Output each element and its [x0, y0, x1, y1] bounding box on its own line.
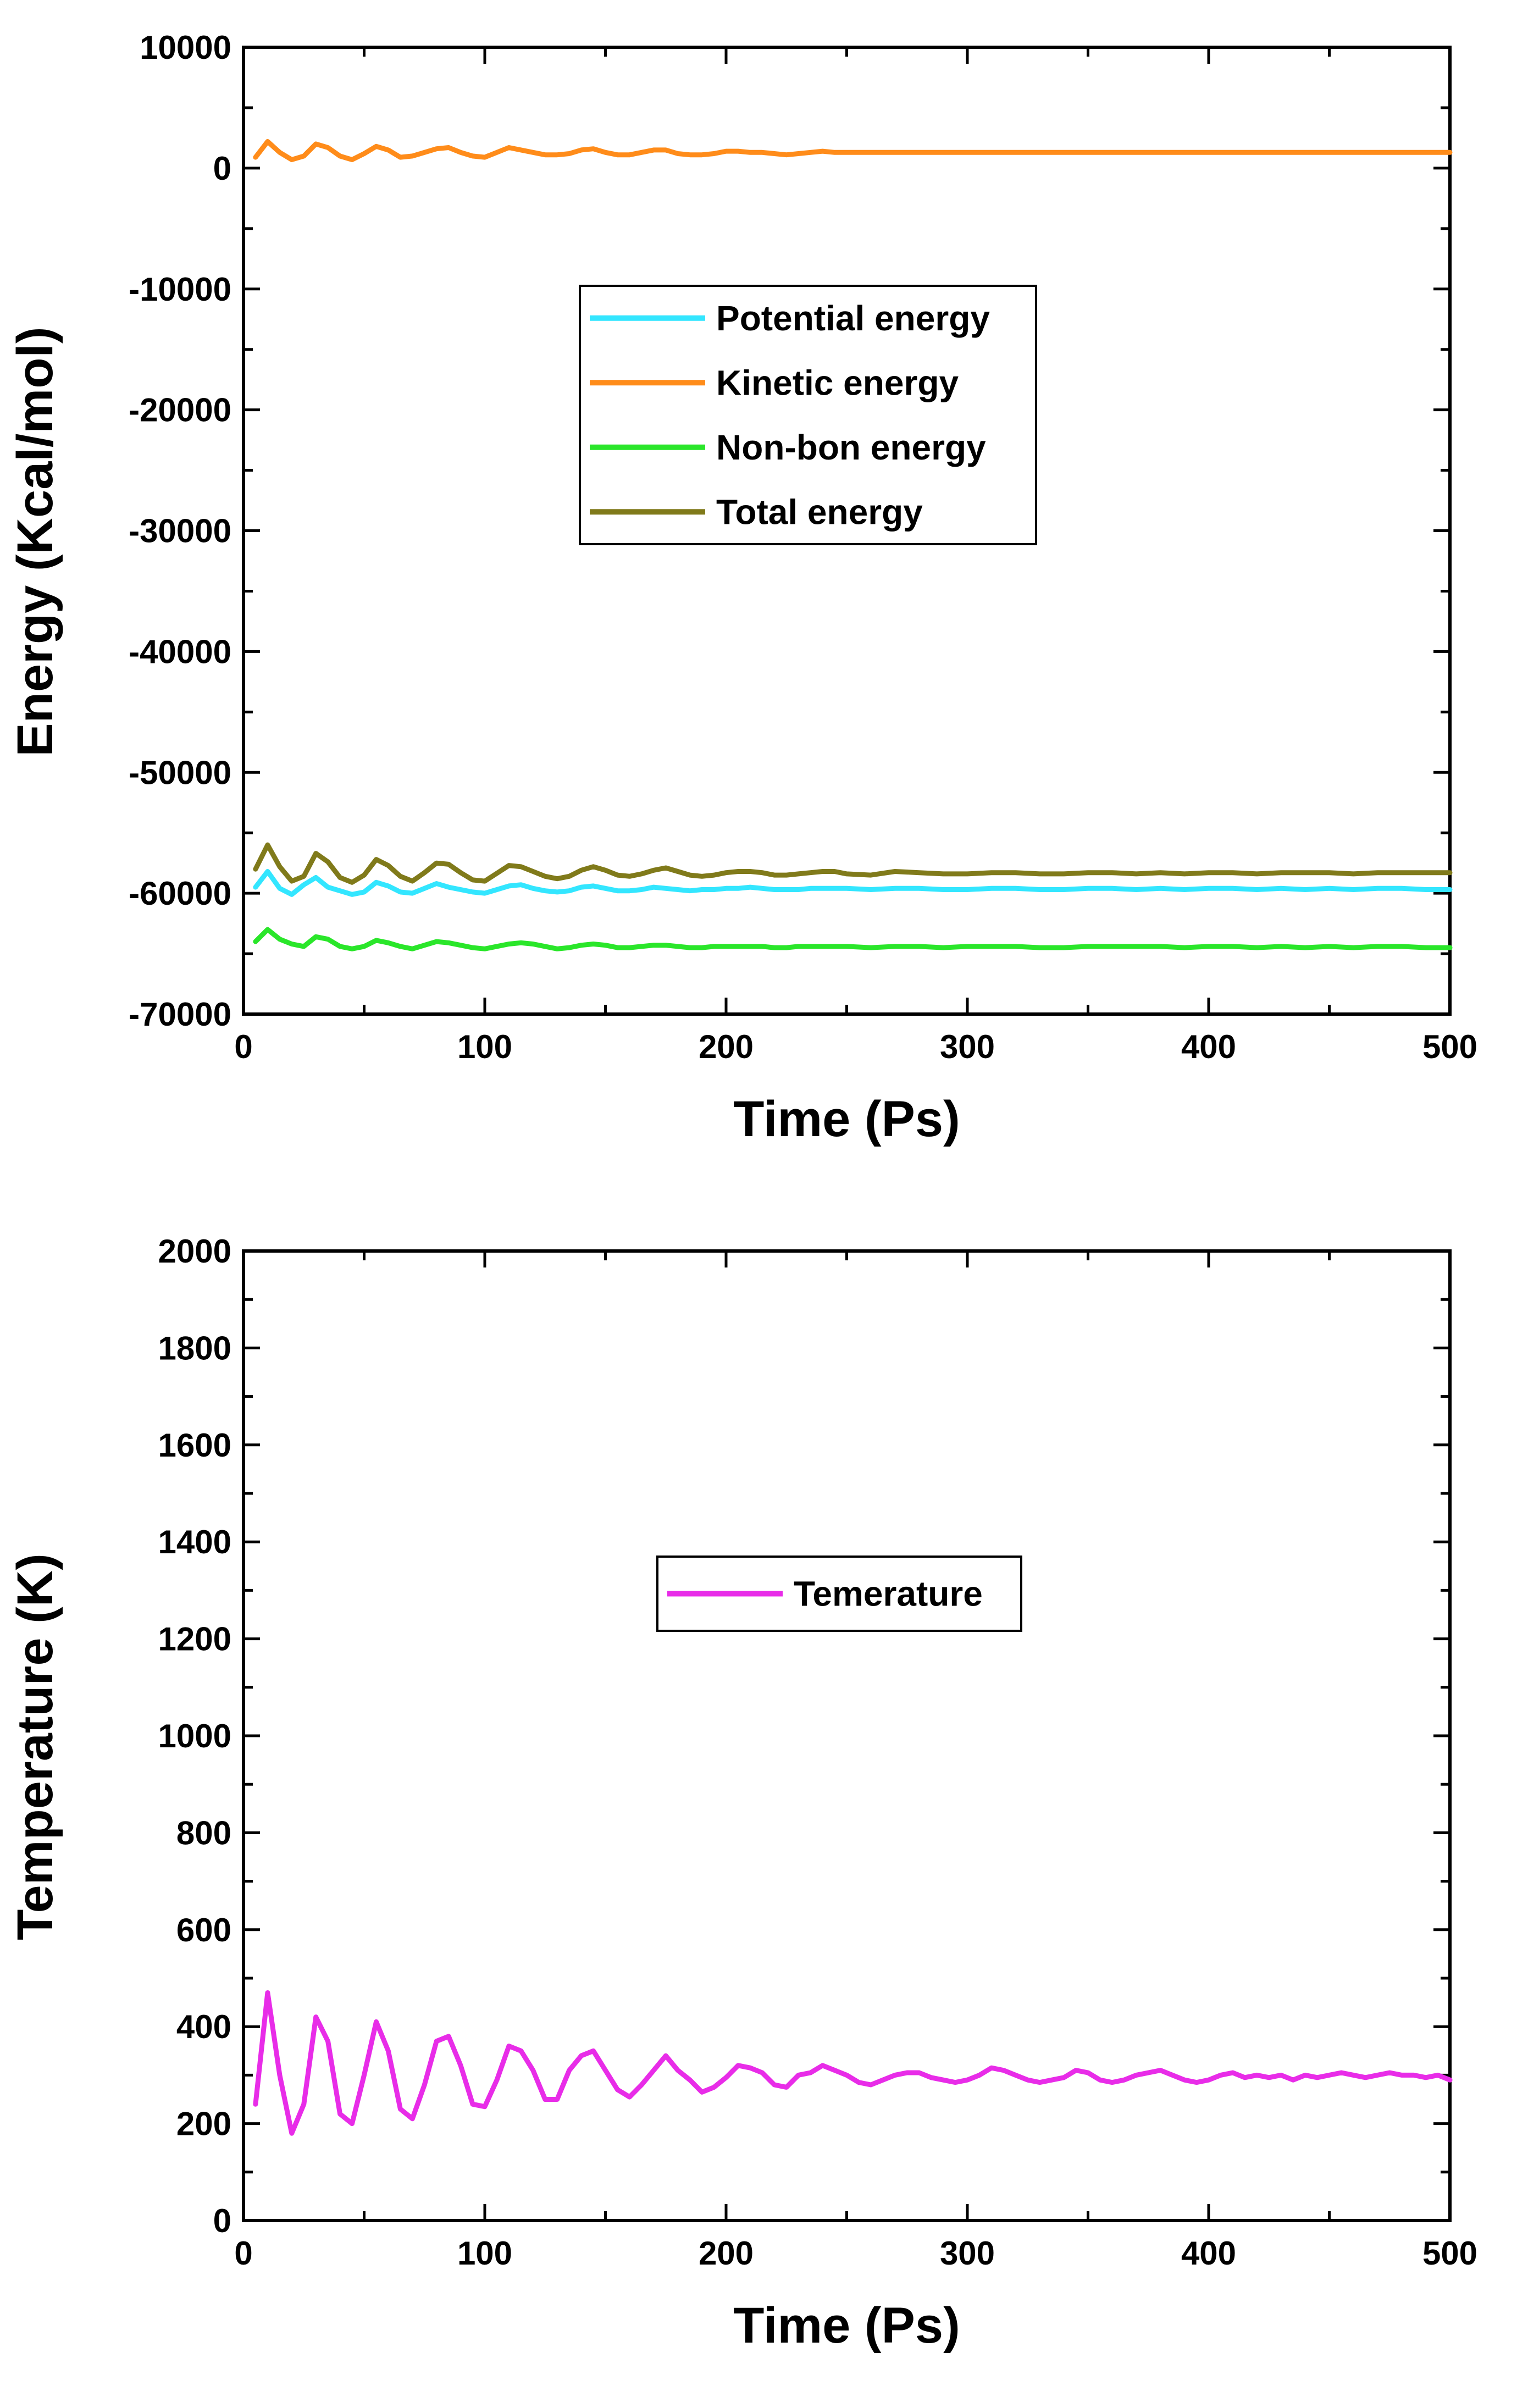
- y-tick-label: -20000: [129, 392, 231, 429]
- y-tick-label: 400: [176, 2008, 231, 2045]
- y-tick-label: 1000: [158, 1718, 231, 1754]
- x-tick-label: 100: [457, 2235, 512, 2272]
- y-tick-label: 1800: [158, 1330, 231, 1366]
- x-tick-label: 0: [234, 1028, 252, 1065]
- x-axis-title: Time (Ps): [733, 1091, 960, 1147]
- y-axis-title: Temperature (K): [7, 1553, 63, 1940]
- y-tick-label: 1200: [158, 1621, 231, 1658]
- x-tick-label: 100: [457, 1028, 512, 1065]
- legend-label: Potential energy: [716, 298, 990, 338]
- legend-box: [579, 285, 1037, 545]
- y-tick-label: -40000: [129, 633, 231, 670]
- y-tick-label: -30000: [129, 513, 231, 550]
- chart-2: 0 100 200 300 400 500 0 200 400 600 800 1000 1200 140…: [7, 1233, 1477, 2354]
- x-tick-label: 300: [940, 1028, 995, 1065]
- series-line-kinetic-energy: [253, 139, 1453, 162]
- x-tick-label: 400: [1181, 2235, 1236, 2272]
- series-line-potential-energy: [253, 869, 1453, 897]
- y-tick-label: -10000: [129, 271, 231, 308]
- y-tick-label: 0: [213, 150, 231, 187]
- y-tick-label: -60000: [129, 875, 231, 912]
- series-line-non-bon-energy: [253, 927, 1453, 951]
- legend-label: Temerature: [794, 1574, 983, 1614]
- chart-1: 0 100 200 300 400 500 -70000 -60000 -50000 -40000…: [7, 29, 1477, 1147]
- x-tick-label: 500: [1422, 1028, 1477, 1065]
- series-line-temerature: [253, 1990, 1453, 2136]
- x-tick-label: 200: [699, 1028, 754, 1065]
- y-tick-label: 800: [176, 1814, 231, 1851]
- y-tick-label: 0: [213, 2202, 231, 2239]
- y-axis-title: Energy (Kcal/mol): [7, 326, 63, 756]
- y-tick-label: -70000: [129, 996, 231, 1033]
- y-tick-label: 2000: [158, 1233, 231, 1270]
- y-tick-label: -50000: [129, 754, 231, 791]
- legend: Potential energy Kinetic energy Non-bon en…: [579, 285, 1037, 545]
- y-tick-label: 600: [176, 1912, 231, 1948]
- x-tick-label: 0: [234, 2235, 252, 2272]
- legend: Temerature: [656, 1555, 1022, 1632]
- series-line-total-energy: [253, 842, 1453, 885]
- y-tick-label: 1400: [158, 1524, 231, 1560]
- legend-label: Total energy: [716, 492, 923, 532]
- legend-label: Kinetic energy: [716, 363, 959, 402]
- legend-label: Non-bon energy: [716, 428, 986, 467]
- x-tick-label: 300: [940, 2235, 995, 2272]
- y-tick-label: 10000: [140, 29, 231, 66]
- x-axis-title: Time (Ps): [733, 2298, 960, 2354]
- x-tick-label: 400: [1181, 1028, 1236, 1065]
- x-tick-label: 200: [699, 2235, 754, 2272]
- y-tick-label: 200: [176, 2106, 231, 2143]
- x-tick-label: 500: [1422, 2235, 1477, 2272]
- y-tick-label: 1600: [158, 1427, 231, 1464]
